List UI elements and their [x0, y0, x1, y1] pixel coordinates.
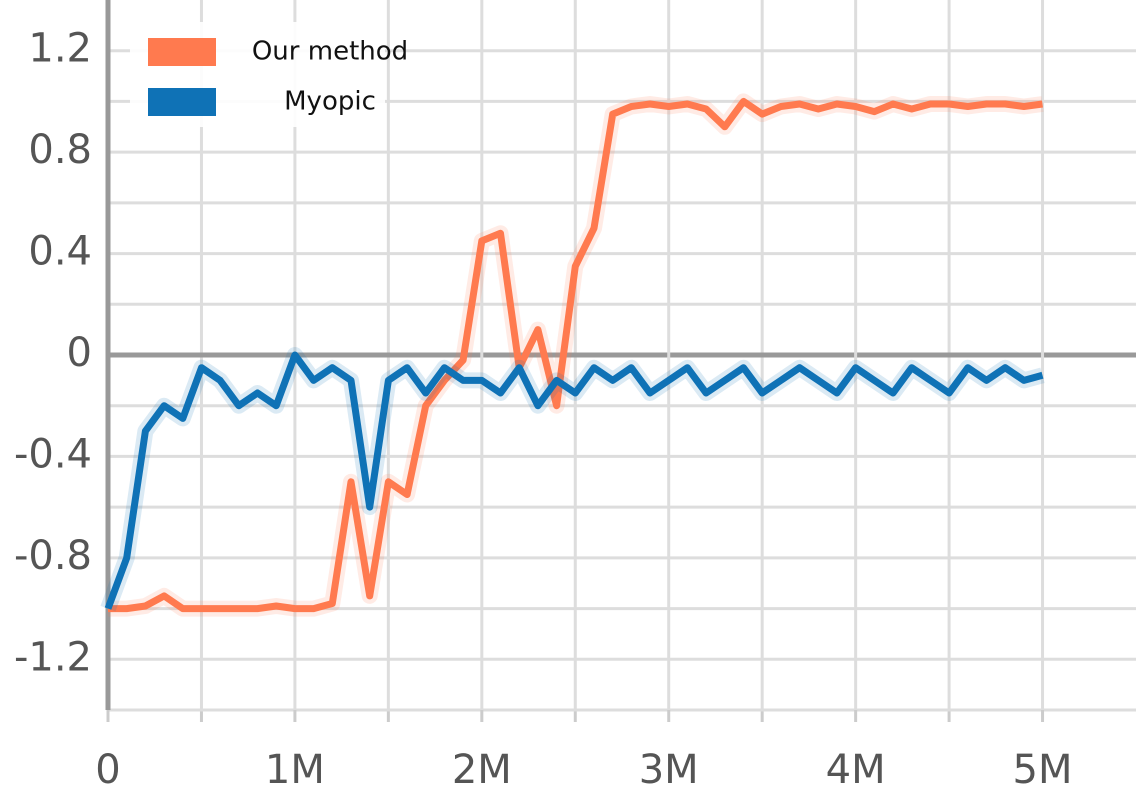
line — [108, 97, 1043, 613]
line — [104, 351, 1044, 610]
y-tick-label: -1.2 — [14, 634, 92, 680]
y-tick-label: 0.4 — [28, 229, 92, 275]
y-tick-label: 0.8 — [28, 127, 92, 173]
x-tick-label: 5M — [1013, 747, 1073, 793]
y-tick-label: 0 — [67, 330, 92, 376]
legend-label: Myopic — [284, 87, 376, 117]
x-tick-label: 4M — [826, 747, 886, 793]
y-tick-label: -0.4 — [14, 431, 92, 477]
x-tick-label: 3M — [639, 747, 699, 793]
x-tick-label: 2M — [452, 747, 512, 793]
x-tick-label: 0 — [95, 747, 120, 793]
legend-swatch — [148, 38, 216, 66]
legend-label: Our method — [252, 37, 408, 67]
legend: Our method Myopic — [130, 22, 408, 127]
legend-swatch — [148, 88, 216, 116]
y-tick-label: 1.2 — [28, 26, 92, 72]
y-tick-label: -0.8 — [14, 533, 92, 579]
x-tick-label: 1M — [265, 747, 325, 793]
